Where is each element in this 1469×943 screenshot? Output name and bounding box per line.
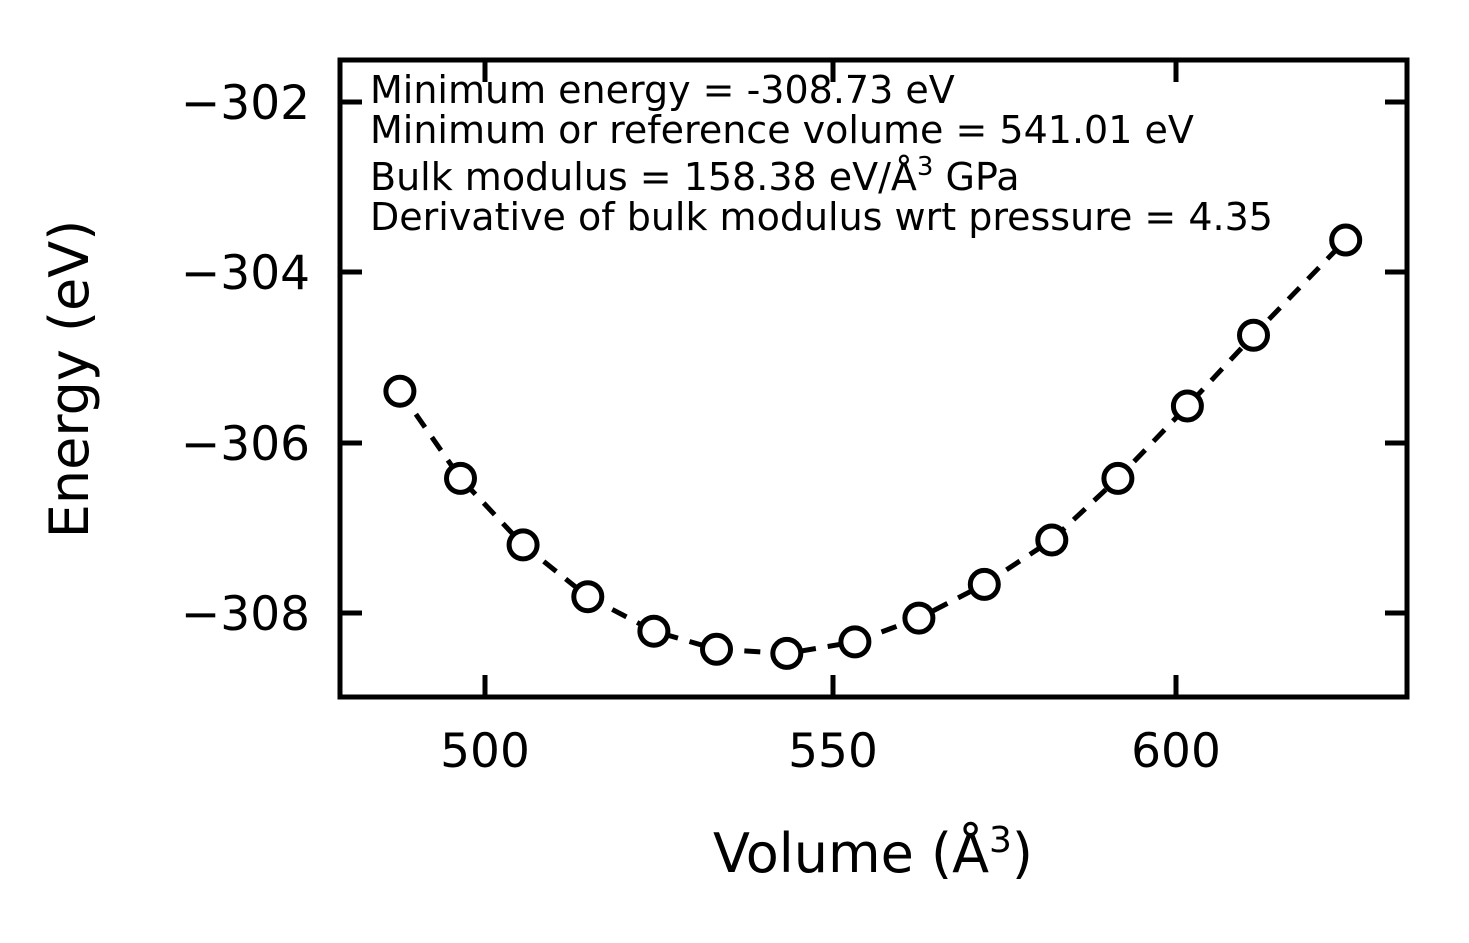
y-tick-label: −302 bbox=[181, 76, 310, 131]
annotation-bulk-modulus: Bulk modulus = 158.38 eV/Å3 GPa bbox=[370, 152, 1020, 199]
data-point-marker bbox=[700, 632, 733, 666]
annotation-bulk-modulus-suffix: GPa bbox=[933, 155, 1019, 199]
data-point-marker bbox=[902, 601, 936, 635]
x-tick-marks bbox=[482, 60, 1179, 697]
data-point-marker bbox=[1329, 223, 1363, 257]
data-point-marker bbox=[770, 636, 804, 670]
fit-parameters-annotation: Minimum energy = -308.73 eV Minimum or r… bbox=[370, 68, 1273, 239]
data-point-marker bbox=[444, 461, 477, 495]
x-tick-labels: 500 550 600 bbox=[440, 724, 1221, 779]
data-point-marker bbox=[506, 528, 540, 562]
annotation-bulk-modulus-derivative: Derivative of bulk modulus wrt pressure … bbox=[370, 195, 1273, 239]
series-line bbox=[397, 238, 1348, 656]
x-axis-label: Volume (Å3) bbox=[713, 820, 1033, 886]
y-tick-marks bbox=[340, 99, 1407, 616]
series-markers bbox=[383, 223, 1363, 670]
x-axis-label-superscript: 3 bbox=[989, 820, 1012, 861]
y-tick-label: −306 bbox=[181, 417, 310, 472]
x-tick-label: 500 bbox=[440, 724, 530, 779]
data-point-marker bbox=[838, 625, 872, 659]
data-point-marker bbox=[571, 580, 605, 614]
data-point-marker bbox=[1170, 389, 1204, 423]
annotation-bulk-modulus-prefix: Bulk modulus = 158.38 eV/Å bbox=[370, 155, 917, 199]
x-tick-label: 550 bbox=[788, 724, 878, 779]
y-axis-label: Energy (eV) bbox=[38, 220, 101, 539]
data-point-marker bbox=[1237, 318, 1270, 352]
annotation-bulk-modulus-superscript: 3 bbox=[917, 152, 934, 182]
data-point-marker bbox=[637, 614, 671, 648]
data-series-group bbox=[383, 223, 1363, 670]
x-axis-label-suffix: ) bbox=[1012, 822, 1033, 885]
axes-frame bbox=[337, 57, 1410, 700]
annotation-min-energy: Minimum energy = -308.73 eV bbox=[370, 68, 955, 112]
x-axis-label-prefix: Volume (Å bbox=[713, 821, 989, 885]
data-point-marker bbox=[383, 374, 417, 408]
data-point-marker bbox=[1035, 523, 1069, 557]
x-tick-label: 600 bbox=[1131, 724, 1221, 779]
y-tick-label: −304 bbox=[181, 246, 310, 301]
data-point-marker bbox=[967, 567, 1001, 601]
y-tick-labels: −302 −304 −306 −308 bbox=[181, 76, 310, 642]
data-point-marker bbox=[1101, 461, 1135, 495]
y-tick-label: −308 bbox=[181, 587, 310, 642]
annotation-min-volume: Minimum or reference volume = 541.01 eV bbox=[370, 108, 1194, 152]
